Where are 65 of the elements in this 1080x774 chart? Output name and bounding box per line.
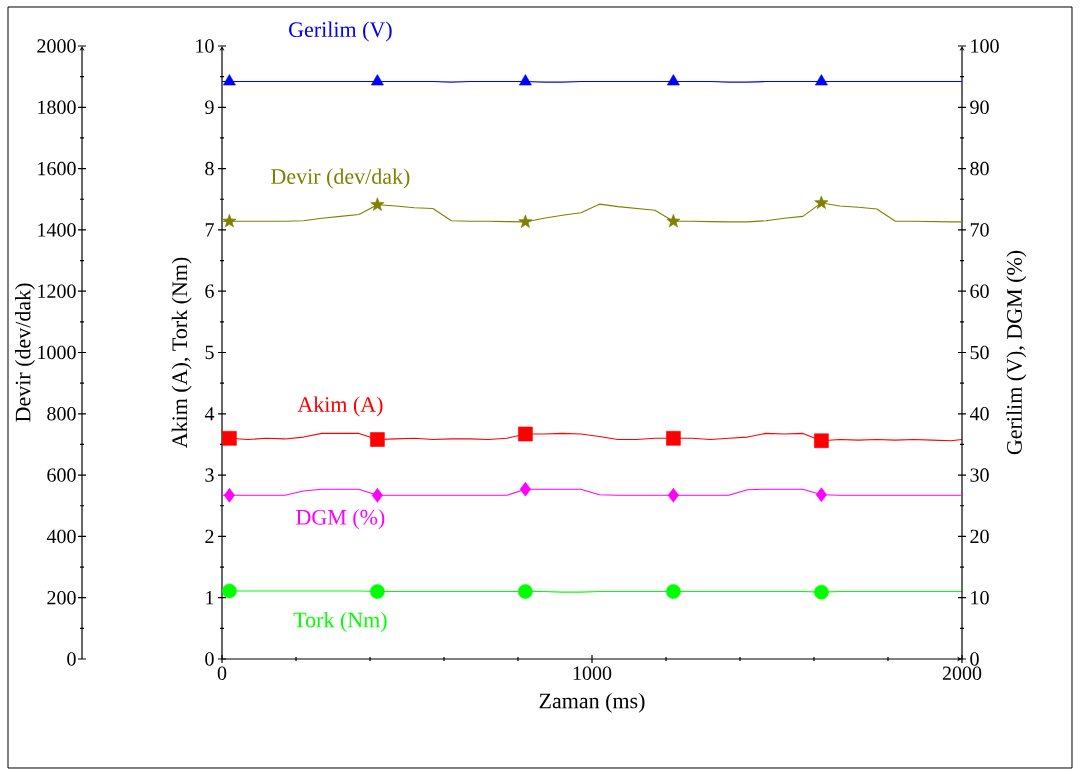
y-tick-label: 4 <box>204 407 215 421</box>
y2-tick-label: 100 <box>971 39 999 53</box>
y3-tick-label: 1800 <box>38 100 76 115</box>
point <box>371 74 384 86</box>
y2-tick-label: 50 <box>970 345 989 360</box>
y2-tick-label: 0 <box>970 652 979 666</box>
y3-tick-label: 800 <box>47 407 76 421</box>
y-tick-label: 7 <box>205 223 214 237</box>
series-label: Tork (Nm) <box>293 611 387 632</box>
y-tick-label: 6 <box>205 284 214 298</box>
point <box>370 584 385 599</box>
x-tick-label: 2000 <box>942 666 982 681</box>
y3-tick-label: 1000 <box>38 345 76 360</box>
point <box>815 487 827 502</box>
y3-axis-title: Devir (dev/dak) <box>15 283 35 422</box>
point <box>667 74 680 86</box>
x-tick-label: 1000 <box>573 666 612 681</box>
y3-tick-label: 1600 <box>38 161 76 176</box>
y2-tick-label: 70 <box>970 223 989 237</box>
y2-axis-title: Gerilim (V), DGM (%) <box>1006 250 1027 455</box>
x-tick-label: 0 <box>217 666 227 681</box>
series-label: DGM (%) <box>296 509 385 530</box>
point <box>519 74 532 86</box>
point <box>222 583 237 599</box>
y3-tick-label: 200 <box>47 590 76 605</box>
y-tick-label: 3 <box>205 468 214 482</box>
y-tick-label: 0 <box>205 652 214 666</box>
y3-tick-label: 400 <box>46 529 76 544</box>
y2-tick-label: 10 <box>971 590 989 605</box>
y-tick-label: 2 <box>205 529 214 544</box>
y2-tick-label: 60 <box>970 284 989 298</box>
point <box>370 432 385 447</box>
point <box>667 488 679 503</box>
y-tick-label: 8 <box>205 161 214 176</box>
series-label: Akim (A) <box>297 396 383 417</box>
point <box>371 488 383 503</box>
y-tick-label: 1 <box>206 591 214 605</box>
point <box>519 481 531 497</box>
y2-tick-label: 20 <box>970 529 989 544</box>
y3-tick-label: 1400 <box>38 223 76 237</box>
point <box>666 431 681 446</box>
y-tick-label: 5 <box>205 345 214 360</box>
y3-tick-label: 1200 <box>38 284 76 298</box>
series-label: Gerilim (V) <box>289 21 392 42</box>
y3-tick-label: 2000 <box>37 39 76 53</box>
y2-tick-label: 90 <box>970 100 989 115</box>
point <box>815 74 828 86</box>
point <box>223 488 235 503</box>
series-label: Devir (dev/dak) <box>271 168 410 189</box>
point <box>223 74 236 86</box>
y-axis-title: Akim (A), Tork (Nm) <box>171 257 192 449</box>
point <box>814 433 829 449</box>
y2-tick-label: 40 <box>969 407 989 421</box>
y2-tick-label: 80 <box>970 161 989 176</box>
y2-tick-label: 30 <box>970 468 989 482</box>
point <box>222 431 237 446</box>
point <box>518 584 533 599</box>
point <box>814 584 829 600</box>
y-tick-label: 10 <box>196 39 214 53</box>
y3-tick-label: 0 <box>67 652 76 666</box>
y3-tick-label: 600 <box>47 468 76 482</box>
point <box>518 426 533 442</box>
x-axis-title: Zaman (ms) <box>539 692 645 713</box>
point <box>666 584 681 599</box>
y-tick-label: 9 <box>205 100 214 114</box>
